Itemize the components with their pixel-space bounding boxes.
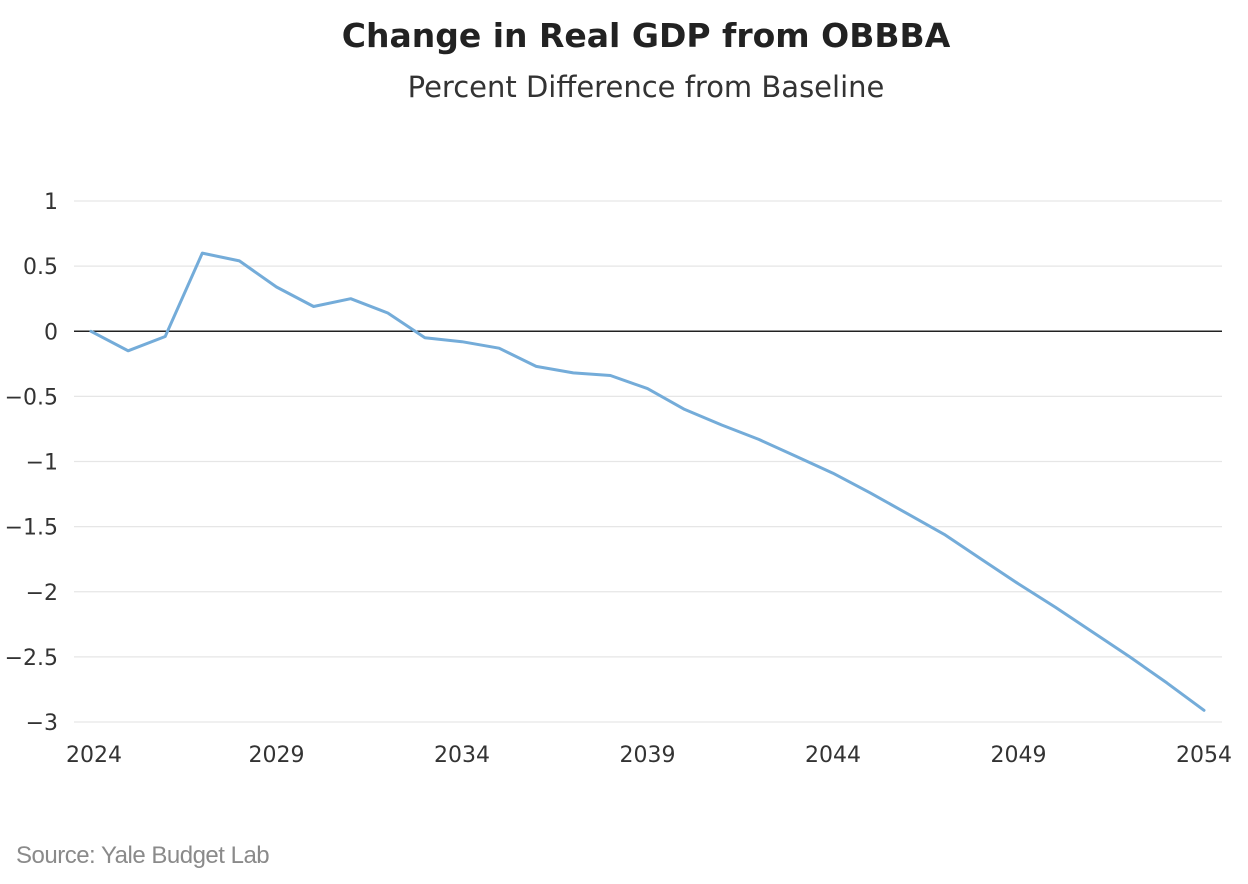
y-tick-label: −1 [26, 451, 58, 476]
x-tick-label: 2049 [991, 743, 1047, 768]
x-axis-ticks: 2024 2029 2034 2039 2044 2049 2054 [66, 743, 1232, 768]
chart-title: Change in Real GDP from OBBBA [341, 16, 951, 55]
x-tick-label: 2039 [620, 743, 676, 768]
x-tick-label: 2029 [249, 743, 305, 768]
y-tick-label: −0.5 [5, 385, 58, 410]
y-tick-label: −2 [26, 581, 58, 606]
series-layer [89, 251, 1206, 712]
chart-subtitle: Percent Difference from Baseline [407, 70, 885, 104]
source-note: Source: Yale Budget Lab [16, 842, 270, 869]
x-tick-label: 2054 [1176, 743, 1232, 768]
x-tick-label: 2034 [434, 743, 490, 768]
y-tick-label: 0 [44, 320, 58, 345]
gridlines [74, 200, 1222, 723]
y-axis-ticks: 1 0.5 0 −0.5 −1 −1.5 −2 −2.5 −3 [5, 190, 58, 736]
y-tick-label: 0.5 [23, 255, 58, 280]
x-tick-label: 2044 [805, 743, 861, 768]
y-tick-label: 1 [44, 190, 58, 215]
y-tick-label: −1.5 [5, 516, 58, 541]
y-tick-label: −3 [26, 711, 58, 736]
x-tick-label: 2024 [66, 743, 122, 768]
series-line [89, 251, 1206, 712]
y-tick-label: −2.5 [5, 646, 58, 671]
